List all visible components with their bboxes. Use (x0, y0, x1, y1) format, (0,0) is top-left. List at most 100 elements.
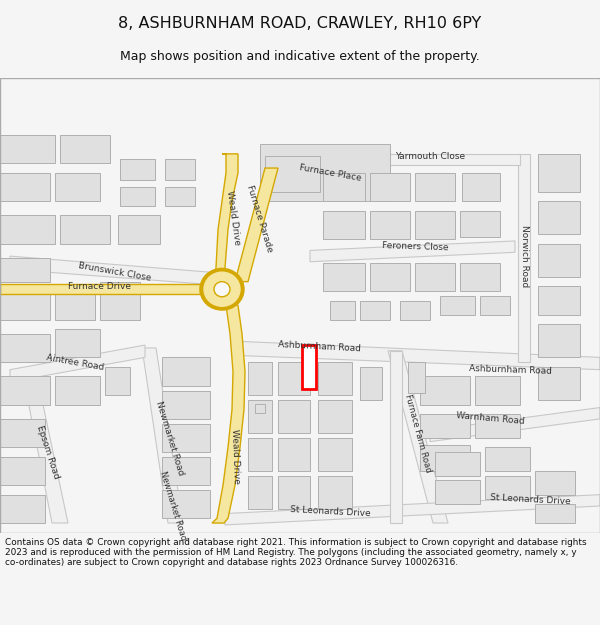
Text: Weald Drive: Weald Drive (225, 191, 241, 246)
Polygon shape (248, 400, 272, 433)
Text: Newmarket Road: Newmarket Road (158, 470, 188, 542)
Polygon shape (0, 173, 50, 201)
Polygon shape (0, 216, 55, 244)
Polygon shape (0, 457, 45, 485)
Polygon shape (435, 481, 480, 504)
Text: Aintree Road: Aintree Road (46, 352, 104, 372)
Text: Epsom Road: Epsom Road (35, 424, 61, 480)
Polygon shape (0, 419, 45, 447)
Polygon shape (162, 424, 210, 452)
Polygon shape (420, 376, 470, 405)
Polygon shape (318, 400, 352, 433)
Polygon shape (485, 476, 530, 499)
Text: Warnham Road: Warnham Road (455, 411, 524, 426)
Polygon shape (142, 348, 183, 523)
Polygon shape (323, 262, 365, 291)
Polygon shape (278, 400, 310, 433)
Polygon shape (323, 211, 365, 239)
Polygon shape (0, 334, 50, 362)
Polygon shape (360, 367, 382, 400)
Polygon shape (238, 341, 600, 369)
Polygon shape (415, 211, 455, 239)
Polygon shape (330, 301, 355, 319)
Text: Furnace Farm Road: Furnace Farm Road (403, 393, 433, 473)
Polygon shape (360, 301, 390, 319)
Text: Newmarket Road: Newmarket Road (154, 399, 185, 476)
Polygon shape (118, 216, 160, 244)
Polygon shape (260, 144, 390, 201)
Polygon shape (430, 408, 600, 442)
Polygon shape (162, 391, 210, 419)
Polygon shape (420, 446, 470, 471)
Polygon shape (415, 173, 455, 201)
Polygon shape (518, 154, 530, 362)
Text: Yarmouth Close: Yarmouth Close (395, 152, 465, 161)
Circle shape (204, 272, 240, 306)
Polygon shape (435, 452, 480, 476)
Polygon shape (55, 329, 100, 357)
Text: Contains OS data © Crown copyright and database right 2021. This information is : Contains OS data © Crown copyright and d… (5, 538, 587, 568)
Polygon shape (255, 404, 265, 413)
Polygon shape (370, 211, 410, 239)
Polygon shape (420, 414, 470, 438)
Polygon shape (120, 187, 155, 206)
Polygon shape (388, 351, 448, 523)
Polygon shape (535, 504, 575, 523)
Polygon shape (225, 494, 600, 525)
Polygon shape (55, 376, 100, 405)
Polygon shape (248, 362, 272, 395)
Polygon shape (0, 258, 50, 282)
Polygon shape (278, 438, 310, 471)
Polygon shape (10, 256, 210, 284)
Polygon shape (10, 345, 145, 382)
Polygon shape (408, 362, 425, 393)
Polygon shape (320, 154, 520, 165)
Polygon shape (475, 376, 520, 405)
Polygon shape (278, 476, 310, 509)
Polygon shape (162, 490, 210, 518)
Polygon shape (0, 135, 55, 163)
Polygon shape (248, 476, 272, 509)
Polygon shape (55, 291, 95, 319)
Polygon shape (0, 291, 50, 319)
Polygon shape (415, 262, 455, 291)
Text: Brunswick Close: Brunswick Close (78, 261, 152, 283)
Circle shape (214, 282, 230, 297)
Polygon shape (538, 154, 580, 192)
Polygon shape (462, 173, 500, 201)
Polygon shape (475, 414, 520, 438)
Polygon shape (55, 173, 100, 201)
Polygon shape (215, 154, 238, 282)
Text: Ashburnham Road: Ashburnham Road (278, 340, 362, 354)
Polygon shape (265, 168, 370, 190)
Polygon shape (212, 305, 245, 523)
Text: Map shows position and indicative extent of the property.: Map shows position and indicative extent… (120, 50, 480, 62)
Text: Furnace Parade: Furnace Parade (245, 184, 275, 253)
Polygon shape (370, 173, 410, 201)
Polygon shape (485, 448, 530, 471)
Polygon shape (318, 476, 352, 509)
Polygon shape (538, 201, 580, 234)
Polygon shape (538, 286, 580, 315)
Polygon shape (480, 296, 510, 315)
Polygon shape (310, 241, 515, 262)
Text: Norwich Road: Norwich Road (520, 225, 529, 288)
Text: St Leonards Drive: St Leonards Drive (490, 492, 571, 506)
Polygon shape (318, 438, 352, 471)
Polygon shape (0, 494, 45, 523)
Polygon shape (0, 376, 50, 405)
Polygon shape (235, 168, 278, 282)
Polygon shape (120, 159, 155, 181)
Polygon shape (278, 362, 310, 395)
Polygon shape (0, 284, 200, 294)
Polygon shape (265, 156, 320, 192)
Text: 8, ASHBURNHAM ROAD, CRAWLEY, RH10 6PY: 8, ASHBURNHAM ROAD, CRAWLEY, RH10 6PY (118, 16, 482, 31)
Polygon shape (26, 391, 68, 523)
Polygon shape (105, 367, 130, 395)
Text: Furnace Drive: Furnace Drive (68, 282, 131, 291)
Polygon shape (318, 362, 352, 395)
Text: Weald Drive: Weald Drive (230, 429, 241, 484)
Polygon shape (460, 211, 500, 237)
Polygon shape (535, 471, 575, 494)
Polygon shape (323, 173, 365, 201)
